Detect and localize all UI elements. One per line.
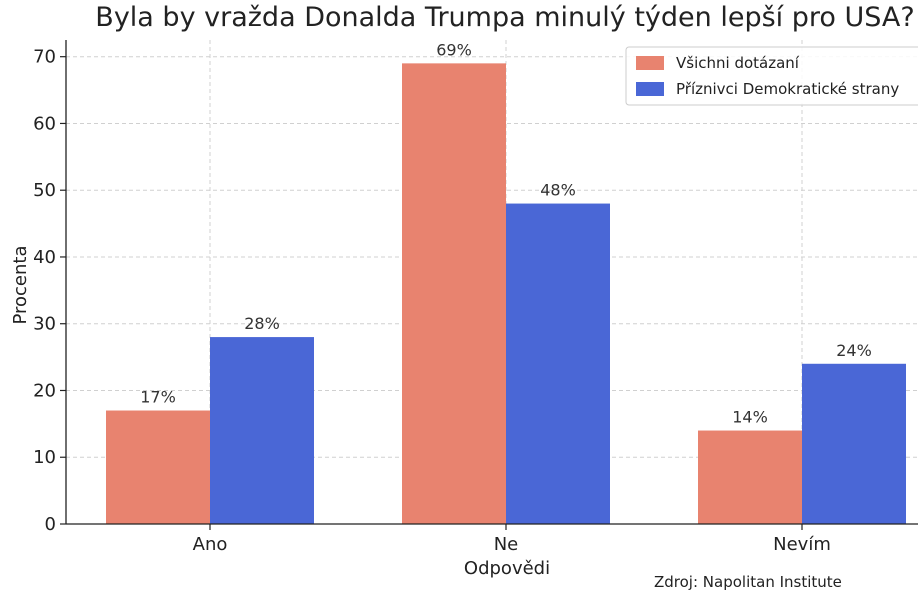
- data-label-ne-series-0: 69%: [436, 40, 472, 59]
- bar-nevím-series-1: [802, 363, 906, 524]
- y-tick-label-10: 10: [33, 447, 56, 468]
- y-tick-label-60: 60: [33, 113, 56, 134]
- y-tick-label-0: 0: [45, 514, 56, 535]
- bar-ano-series-1: [210, 337, 314, 524]
- legend-label-all-respondents: Všichni dotázaní: [676, 54, 800, 72]
- y-tick-label-30: 30: [33, 314, 56, 335]
- x-tick-label-ne: Ne: [494, 534, 519, 555]
- legend-swatch-democrats: [636, 82, 664, 96]
- data-label-nevím-series-0: 14%: [732, 408, 768, 427]
- x-tick-label-nevím: Nevím: [773, 534, 831, 555]
- data-label-ano-series-0: 17%: [140, 388, 176, 407]
- y-tick-label-20: 20: [33, 380, 56, 401]
- x-tick-label-ano: Ano: [193, 534, 228, 555]
- data-label-nevím-series-1: 24%: [836, 341, 872, 360]
- bar-ano-series-0: [106, 410, 210, 524]
- y-axis-title: Procenta: [10, 245, 31, 324]
- x-axis-title: Odpovědi: [464, 558, 550, 579]
- legend: Všichni dotázaní Příznivci Demokratické …: [625, 46, 918, 106]
- data-label-ne-series-1: 48%: [540, 181, 576, 200]
- axes: 0 10 20 30 40 50 60 70 Ano Ne Nevím: [33, 40, 918, 555]
- bar-nevím-series-0: [698, 430, 802, 524]
- bars: [106, 63, 906, 525]
- data-label-ano-series-1: 28%: [244, 314, 280, 333]
- y-tick-label-40: 40: [33, 247, 56, 268]
- legend-label-democrats: Příznivci Demokratické strany: [676, 80, 899, 98]
- bar-ne-series-0: [402, 63, 506, 525]
- legend-frame: [625, 46, 918, 106]
- source-note: Zdroj: Napolitan Institute: [654, 573, 842, 591]
- legend-swatch-all-respondents: [636, 56, 664, 70]
- chart-title: Byla by vražda Donalda Trumpa minulý týd…: [95, 2, 915, 33]
- data-labels: 17% 69% 14% 28% 48% 24%: [140, 40, 872, 426]
- y-tick-label-50: 50: [33, 180, 56, 201]
- y-tick-label-70: 70: [33, 47, 56, 68]
- bar-ne-series-1: [506, 203, 610, 524]
